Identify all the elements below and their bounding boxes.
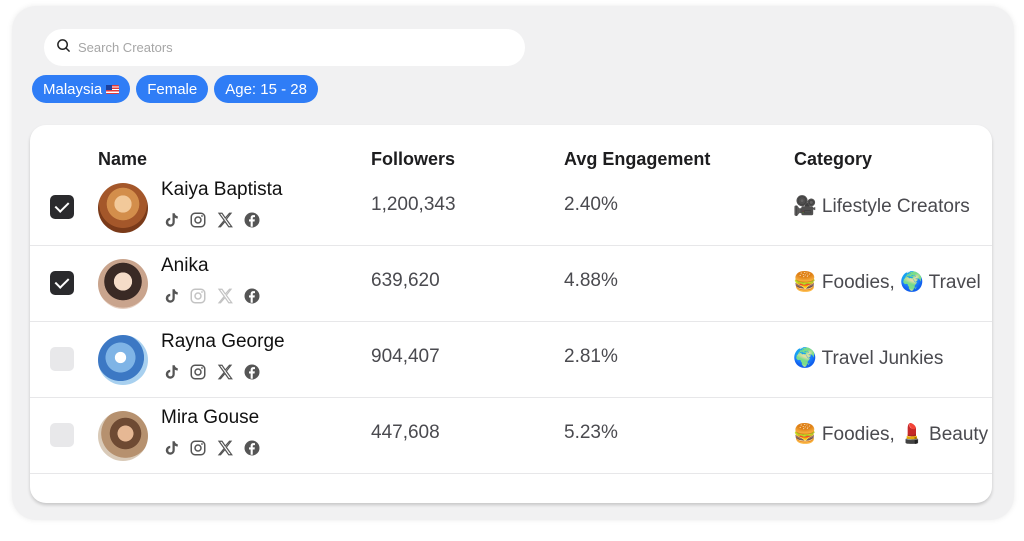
instagram-icon[interactable]	[188, 362, 207, 381]
x-icon[interactable]	[215, 438, 234, 457]
followers-count: 1,200,343	[371, 194, 456, 215]
row-checkbox[interactable]	[50, 423, 74, 447]
tiktok-icon[interactable]	[161, 286, 180, 305]
tiktok-icon[interactable]	[161, 438, 180, 457]
table-row[interactable]: Mira Gouse 447,608 5.23% 🍔 Foodies, 💄 Be…	[30, 398, 992, 474]
tiktok-icon[interactable]	[161, 210, 180, 229]
creator-name[interactable]: Anika	[161, 255, 209, 276]
avatar	[98, 335, 148, 385]
row-checkbox[interactable]	[50, 195, 74, 219]
filter-chip-age[interactable]: Age: 15 - 28	[214, 75, 318, 103]
social-links	[161, 210, 261, 229]
category-label: 🍔 Foodies, 🌍 Travel	[793, 272, 981, 293]
x-icon[interactable]	[215, 286, 234, 305]
avatar	[98, 183, 148, 233]
social-links	[161, 362, 261, 381]
column-header-category[interactable]: Category	[794, 149, 873, 169]
facebook-icon[interactable]	[242, 286, 261, 305]
followers-count: 904,407	[371, 346, 440, 367]
avg-engagement: 4.88%	[564, 270, 618, 291]
instagram-icon[interactable]	[188, 210, 207, 229]
avatar	[98, 259, 148, 309]
creator-name[interactable]: Kaiya Baptista	[161, 179, 283, 200]
x-icon[interactable]	[215, 210, 234, 229]
filter-chip-label: Malaysia	[43, 80, 103, 98]
row-checkbox[interactable]	[50, 347, 74, 371]
table-row[interactable]: Kaiya Baptista 1,200,343 2.40% 🎥 Lifesty…	[30, 170, 992, 246]
followers-count: 447,608	[371, 422, 440, 443]
category-label: 🎥 Lifestyle Creators	[793, 196, 970, 217]
column-header-engagement[interactable]: Avg Engagement	[564, 149, 711, 169]
social-links	[161, 438, 261, 457]
x-icon[interactable]	[215, 362, 234, 381]
avg-engagement: 2.81%	[564, 346, 618, 367]
facebook-icon[interactable]	[242, 362, 261, 381]
creator-name[interactable]: Rayna George	[161, 331, 285, 352]
search-input[interactable]	[78, 40, 478, 55]
facebook-icon[interactable]	[242, 438, 261, 457]
followers-count: 639,620	[371, 270, 440, 291]
creators-table: Name Followers Avg Engagement Category K…	[30, 125, 992, 503]
filter-chip-gender[interactable]: Female	[136, 75, 209, 103]
instagram-icon[interactable]	[188, 286, 207, 305]
facebook-icon[interactable]	[242, 210, 261, 229]
table-row[interactable]: Anika 639,620 4.88% 🍔 Foodies, 🌍 Travel	[30, 246, 992, 322]
tiktok-icon[interactable]	[161, 362, 180, 381]
avg-engagement: 5.23%	[564, 422, 618, 443]
filter-chip-label: Age: 15 - 28	[225, 80, 307, 98]
social-links	[161, 286, 261, 305]
column-header-name[interactable]: Name	[98, 149, 148, 169]
filter-chip-label: Female	[147, 80, 198, 98]
category-label: 🌍 Travel Junkies	[793, 348, 944, 369]
instagram-icon[interactable]	[188, 438, 207, 457]
malaysia-flag-icon	[106, 84, 120, 94]
creator-name[interactable]: Mira Gouse	[161, 407, 260, 428]
search-bar[interactable]	[44, 29, 525, 66]
filter-chips: Malaysia Female Age: 15 - 28	[32, 75, 318, 103]
avg-engagement: 2.40%	[564, 194, 618, 215]
filter-chip-country[interactable]: Malaysia	[32, 75, 131, 103]
table-row[interactable]: Rayna George 904,407 2.81% 🌍 Travel Junk…	[30, 322, 992, 398]
avatar	[98, 411, 148, 461]
column-header-followers[interactable]: Followers	[371, 149, 456, 169]
search-icon	[56, 38, 71, 58]
row-checkbox[interactable]	[50, 271, 74, 295]
category-label: 🍔 Foodies, 💄 Beauty	[793, 424, 989, 445]
